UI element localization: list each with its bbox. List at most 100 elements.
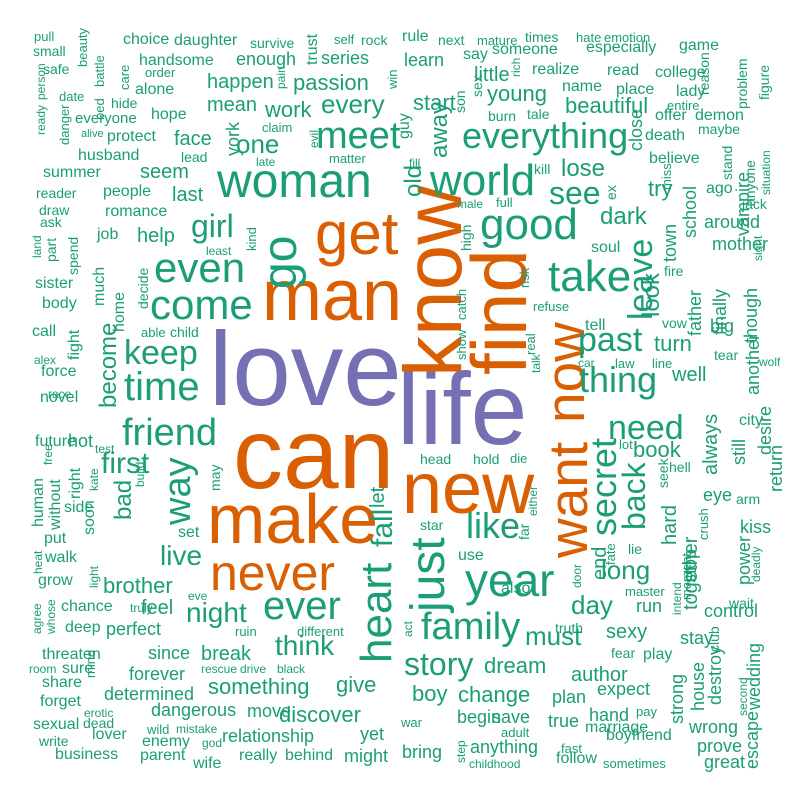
word: little xyxy=(474,64,510,86)
word: sure xyxy=(62,660,94,677)
word: draw xyxy=(39,202,70,218)
word: agree xyxy=(30,603,44,634)
word: become xyxy=(95,322,122,408)
word: happen xyxy=(207,71,274,93)
word: young xyxy=(487,81,547,106)
word: maybe xyxy=(698,121,741,137)
word: also xyxy=(501,580,531,597)
word: entire xyxy=(667,98,700,113)
word: behind xyxy=(285,747,334,764)
word: race xyxy=(48,387,72,401)
word: wolf xyxy=(759,355,781,369)
word: sexy xyxy=(606,621,648,643)
word: life xyxy=(397,352,528,466)
word: think xyxy=(275,630,335,661)
word: room xyxy=(29,662,57,676)
word: mother xyxy=(712,234,769,254)
word: war xyxy=(401,715,422,730)
word: fight xyxy=(66,329,83,360)
word: never xyxy=(210,545,336,601)
word: still xyxy=(729,439,749,465)
word: decide xyxy=(135,267,151,309)
word: soon xyxy=(81,500,98,535)
word: far xyxy=(516,523,532,540)
word: deep xyxy=(65,619,101,636)
word: step xyxy=(454,740,468,763)
word: second xyxy=(736,677,750,716)
word: handsome xyxy=(139,52,214,69)
word: discover xyxy=(279,702,361,727)
word: figure xyxy=(756,64,772,100)
word: look xyxy=(638,272,665,317)
word: relationship xyxy=(222,726,315,746)
word: right xyxy=(67,467,84,499)
word: rock xyxy=(361,32,388,48)
word: anything xyxy=(470,737,539,757)
word: sister xyxy=(35,275,74,292)
word: change xyxy=(458,682,531,707)
word: miss xyxy=(659,163,674,190)
word: tell xyxy=(585,317,606,334)
word: save xyxy=(492,707,531,727)
word: human xyxy=(30,478,47,527)
word: body xyxy=(42,295,77,312)
word: well xyxy=(672,364,707,386)
word: vow xyxy=(662,315,687,331)
word: beauty xyxy=(75,27,90,67)
word: woman xyxy=(217,155,372,208)
word: try xyxy=(648,176,673,201)
word: full xyxy=(496,195,513,210)
word: read xyxy=(607,62,640,79)
word: lead xyxy=(181,149,208,165)
word: light xyxy=(87,565,101,588)
word: dark xyxy=(600,203,647,230)
word: make xyxy=(207,480,379,558)
word: guy xyxy=(396,113,413,139)
word: protect xyxy=(107,128,156,145)
word: around xyxy=(704,212,761,232)
word: close xyxy=(626,108,646,151)
word: lady xyxy=(676,83,706,100)
word: last xyxy=(172,184,204,206)
word: rescue xyxy=(201,662,238,676)
word: pay xyxy=(636,704,657,719)
word: mistake xyxy=(176,722,218,736)
word: turn xyxy=(654,331,692,356)
word: ex xyxy=(603,185,619,200)
word: hope xyxy=(151,106,187,123)
word: walk xyxy=(45,549,78,566)
word: realize xyxy=(532,61,580,78)
word: forget xyxy=(40,693,81,710)
word: sometimes xyxy=(603,756,666,771)
word: rule xyxy=(402,28,429,45)
word: daughter xyxy=(174,32,238,49)
word: man xyxy=(262,256,403,336)
word: order xyxy=(145,65,176,80)
word: refuse xyxy=(533,299,570,314)
word: sex xyxy=(469,75,485,97)
word: heart xyxy=(352,562,401,663)
word: test xyxy=(95,442,115,456)
word: girl xyxy=(191,208,234,244)
word: childhood xyxy=(469,757,521,771)
word: rich xyxy=(509,57,523,77)
word: stand xyxy=(719,145,735,180)
word: place xyxy=(616,81,655,98)
word: live xyxy=(160,540,203,571)
word: self xyxy=(334,32,355,47)
word: yet xyxy=(360,724,385,744)
word: hand xyxy=(589,705,630,725)
word: late xyxy=(256,155,276,169)
word: seek xyxy=(655,458,671,488)
word: eve xyxy=(188,589,208,603)
word: chance xyxy=(61,598,113,615)
word: able xyxy=(141,325,166,340)
word: follow xyxy=(556,750,597,767)
word: hide xyxy=(111,95,138,111)
word: prove xyxy=(697,736,743,756)
word: someone xyxy=(492,41,558,58)
word: everyone xyxy=(75,110,137,127)
word: get xyxy=(315,200,399,267)
word: lie xyxy=(628,541,643,557)
word: really xyxy=(239,747,278,764)
